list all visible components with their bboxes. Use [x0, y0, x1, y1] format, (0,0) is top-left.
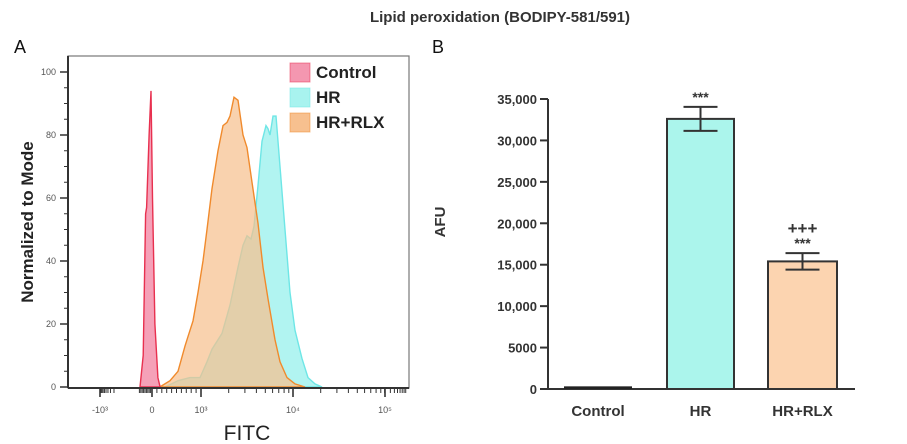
error-bar [785, 252, 820, 271]
x-tick-label: 10⁴ [286, 405, 300, 415]
bar-panel: 0 5000 10,000 15,000 20,000 25,000 30,000 35,00… [432, 89, 855, 420]
error-bar [683, 105, 718, 132]
y-tick-label: 10,000 [497, 299, 537, 314]
y-tick-label: 0 [51, 382, 56, 392]
legend-swatch [289, 87, 311, 108]
y-axis-label-afu: AFU [432, 207, 449, 238]
x-tick-label: 10⁵ [378, 405, 392, 415]
y-tick-label: 40 [46, 256, 56, 266]
y-tick-label: 20,000 [497, 216, 537, 231]
x-axis-label: FITC [224, 422, 271, 444]
legend-label: HR [316, 88, 341, 107]
histogram-panel: 0 20 40 60 80 100 -10³ 0 10³ 10⁴ 10⁵ Control HR HR+R… [18, 55, 410, 444]
legend-label: HR+RLX [316, 113, 385, 132]
panel-label-a: A [14, 37, 26, 57]
panel-label-b: B [432, 37, 444, 57]
histogram-axes: 0 20 40 60 80 100 -10³ 0 10³ 10⁴ 10⁵ [41, 56, 409, 415]
bar-hr [666, 117, 735, 390]
x-tick-label: 10³ [194, 405, 207, 415]
figure-title: Lipid peroxidation (BODIPY-581/591) [370, 9, 630, 26]
y-tick-label: 25,000 [497, 175, 537, 190]
category-label: Control [571, 403, 624, 420]
legend-swatch [289, 62, 311, 83]
x-tick-label: 0 [149, 405, 154, 415]
y-tick-label: 60 [46, 193, 56, 203]
y-tick-label: 5000 [508, 341, 537, 356]
legend-swatch [289, 112, 311, 133]
y-tick-label: 35,000 [497, 92, 537, 107]
y-tick-label: 80 [46, 130, 56, 140]
category-label: HR+RLX [772, 403, 832, 420]
histogram-control [139, 90, 161, 388]
y-tick-label: 15,000 [497, 258, 537, 273]
legend: Control HR HR+RLX [289, 62, 385, 133]
bar-hr-rlx [767, 260, 838, 390]
category-label: HR [690, 403, 712, 420]
significance-annotation: +++ [788, 219, 818, 238]
significance-annotation: *** [692, 89, 709, 105]
y-tick-label: 20 [46, 319, 56, 329]
histogram-hr-rlx [157, 95, 306, 388]
bar-chart: 0 5000 10,000 15,000 20,000 25,000 30,000 35,00… [497, 89, 855, 420]
y-axis-label: Normalized to Mode [18, 141, 37, 303]
x-tick-label: -10³ [92, 405, 108, 415]
y-tick-label: 30,000 [497, 133, 537, 148]
y-tick-label: 100 [41, 67, 56, 77]
y-tick-label: 0 [530, 382, 537, 397]
histogram-curves [139, 90, 323, 388]
significance-annotation: *** [794, 235, 811, 251]
bar-control [564, 386, 632, 389]
legend-label: Control [316, 63, 376, 82]
